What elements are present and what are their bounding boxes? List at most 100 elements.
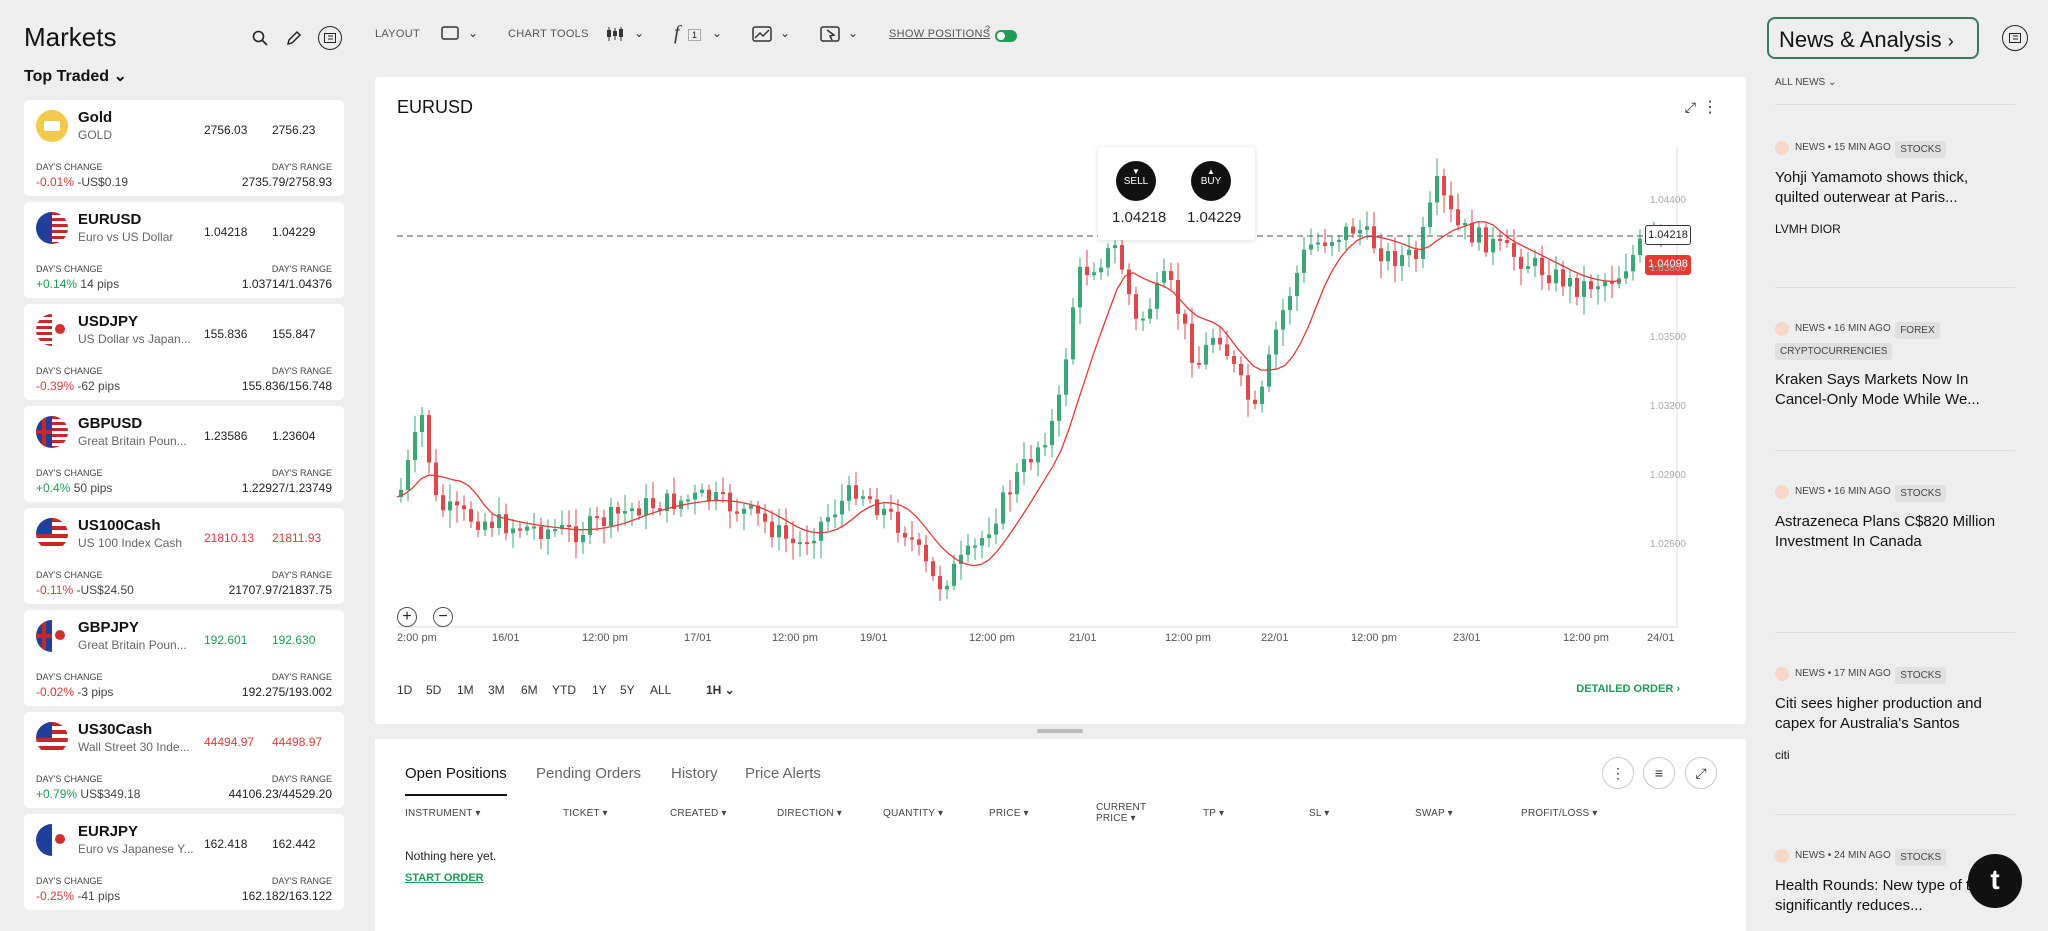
news-item[interactable]: NEWS • 17 MIN AGO STOCKS Citi sees higher… [1775, 663, 2015, 762]
news-tag[interactable]: FOREX [1895, 322, 1940, 339]
layout-icon[interactable] [441, 26, 459, 45]
news-title[interactable]: Health Rounds: New type of thinner signi… [1775, 877, 2012, 914]
bid-price[interactable]: 21810.13 [204, 531, 255, 545]
tab-open-positions[interactable]: Open Positions [405, 765, 507, 796]
instrument-card[interactable]: USDJPY US Dollar vs Japan... 155.836 155.84… [24, 304, 344, 400]
ask-price[interactable]: 192.630 [272, 633, 316, 647]
column-header[interactable]: SL ▾ [1309, 808, 1329, 819]
cursor-icon[interactable] [820, 26, 840, 47]
range-button-1d[interactable]: 1D [397, 683, 413, 697]
tab-price-alerts[interactable]: Price Alerts [745, 765, 821, 782]
chat-fab-button[interactable]: t [1968, 854, 2022, 908]
detailed-order-link[interactable]: DETAILED ORDER › [1576, 683, 1680, 695]
range-button-3m[interactable]: 3M [488, 683, 505, 697]
bid-price[interactable]: 162.418 [204, 837, 248, 851]
column-header[interactable]: QUANTITY ▾ [883, 808, 943, 819]
column-header[interactable]: INSTRUMENT ▾ [405, 808, 481, 819]
search-icon[interactable] [248, 26, 272, 50]
price-chart[interactable] [375, 77, 1746, 677]
news-tag[interactable]: STOCKS [1895, 667, 1947, 684]
range-button-6m[interactable]: 6M [521, 683, 538, 697]
tab-history[interactable]: History [671, 765, 718, 782]
column-header[interactable]: CURRENT PRICE ▾ [1096, 802, 1156, 824]
news-tag[interactable]: STOCKS [1895, 141, 1947, 158]
chevron-down-icon[interactable]: ⌄ [780, 26, 791, 40]
help-icon[interactable]: ? [985, 24, 991, 34]
column-header[interactable]: PRICE ▾ [989, 808, 1029, 819]
news-item[interactable]: NEWS • 16 MIN AGO STOCKS Astrazeneca Plan… [1775, 481, 2015, 552]
bid-price[interactable]: 1.23586 [204, 429, 248, 443]
all-news-dropdown[interactable]: ALL NEWS ⌄ [1775, 77, 1837, 88]
ask-price[interactable]: 1.23604 [272, 429, 316, 443]
range-button-1y[interactable]: 1Y [592, 683, 607, 697]
zoom-in-button[interactable]: + [397, 607, 417, 627]
bid-price[interactable]: 155.836 [204, 327, 248, 341]
tab-pending-orders[interactable]: Pending Orders [536, 765, 642, 782]
chevron-down-icon[interactable]: ⌄ [634, 26, 645, 40]
layout-button[interactable]: LAYOUT [375, 28, 420, 40]
chart-type-icon[interactable] [752, 26, 772, 47]
column-header[interactable]: TICKET ▾ [563, 808, 608, 819]
expand-icon[interactable]: ⤢ [1685, 757, 1717, 789]
expand-icon[interactable]: ⤢ [1684, 99, 1696, 115]
buy-button[interactable]: ▲ BUY [1191, 161, 1231, 201]
instrument-card[interactable]: Gold GOLD 2756.03 2756.23 DAY'S CHANGE DAY'S … [24, 100, 344, 196]
bid-price[interactable]: 192.601 [204, 633, 248, 647]
sell-button[interactable]: ▼ SELL [1116, 161, 1156, 201]
instrument-card[interactable]: GBPUSD Great Britain Poun... 1.23586 1.2360… [24, 406, 344, 502]
chevron-down-icon[interactable]: ⌄ [712, 26, 723, 40]
range-button-ytd[interactable]: YTD [552, 683, 576, 697]
range-button-all[interactable]: ALL [650, 683, 672, 697]
filter-settings-icon[interactable]: ≡ [1643, 757, 1675, 789]
instrument-card[interactable]: GBPJPY Great Britain Poun... 192.601 192.63… [24, 610, 344, 706]
column-header[interactable]: SWAP ▾ [1415, 808, 1453, 819]
news-item[interactable]: NEWS • 16 MIN AGO FOREXCRYPTOCURRENCIES K… [1775, 318, 2015, 410]
news-title[interactable]: Yohji Yamamoto shows thick, quilted oute… [1775, 169, 1969, 206]
bid-price[interactable]: 44494.97 [204, 735, 255, 749]
ask-price[interactable]: 2756.23 [272, 123, 316, 137]
zoom-out-button[interactable]: − [433, 607, 453, 627]
ask-price[interactable]: 155.847 [272, 327, 316, 341]
resize-handle[interactable] [1037, 729, 1083, 733]
chart-tools-button[interactable]: CHART TOOLS [508, 28, 589, 40]
panel-toggle-icon[interactable] [318, 26, 342, 50]
range-button-5d[interactable]: 5D [426, 683, 442, 697]
instrument-card[interactable]: US100Cash US 100 Index Cash 21810.13 21811.… [24, 508, 344, 604]
ask-price[interactable]: 21811.93 [272, 531, 322, 545]
show-positions-toggle[interactable] [995, 30, 1017, 42]
instrument-card[interactable]: EURUSD Euro vs US Dollar 1.04218 1.04229 DAY… [24, 202, 344, 298]
news-title[interactable]: Kraken Says Markets Now In Cancel-Only M… [1775, 371, 1980, 408]
news-title[interactable]: Citi sees higher production and capex fo… [1775, 695, 1982, 732]
panel-toggle-icon[interactable] [2002, 25, 2028, 51]
show-positions-label[interactable]: SHOW POSITIONS [889, 28, 991, 40]
bid-price[interactable]: 1.04218 [204, 225, 248, 239]
column-header[interactable]: CREATED ▾ [670, 808, 727, 819]
ask-price[interactable]: 162.442 [272, 837, 316, 851]
ask-price[interactable]: 1.04229 [272, 225, 316, 239]
news-tag[interactable]: CRYPTOCURRENCIES [1775, 343, 1893, 360]
column-header[interactable]: PROFIT/LOSS ▾ [1521, 808, 1598, 819]
news-item[interactable]: NEWS • 15 MIN AGO STOCKS Yohji Yamamoto s… [1775, 137, 2015, 236]
column-header[interactable]: DIRECTION ▾ [777, 808, 842, 819]
top-traded-dropdown[interactable]: Top Traded ⌄ [24, 66, 127, 86]
range-button-5y[interactable]: 5Y [620, 683, 635, 697]
bid-price[interactable]: 2756.03 [204, 123, 248, 137]
candlestick-icon[interactable] [606, 26, 624, 47]
news-analysis-button[interactable]: News & Analysis › [1767, 17, 1979, 59]
chevron-down-icon[interactable]: ⌄ [848, 26, 859, 40]
more-options-icon[interactable]: ⋮ [1702, 99, 1718, 116]
start-order-link[interactable]: START ORDER [405, 872, 484, 884]
function-icon[interactable]: f [674, 22, 680, 44]
news-item[interactable]: NEWS • 24 MIN AGO STOCKS Health Rounds: N… [1775, 845, 2015, 916]
instrument-card[interactable]: EURJPY Euro vs Japanese Y... 162.418 162.44… [24, 814, 344, 910]
ask-price[interactable]: 44498.97 [272, 735, 323, 749]
instrument-card[interactable]: US30Cash Wall Street 30 Inde... 44494.97 44… [24, 712, 344, 808]
range-button-1m[interactable]: 1M [457, 683, 474, 697]
news-tag[interactable]: STOCKS [1895, 849, 1947, 866]
chevron-down-icon[interactable]: ⌄ [468, 26, 479, 40]
news-title[interactable]: Astrazeneca Plans C$820 Million Investme… [1775, 513, 1996, 550]
news-tag[interactable]: STOCKS [1895, 485, 1947, 502]
interval-dropdown[interactable]: 1H ⌄ [706, 683, 735, 697]
edit-icon[interactable] [282, 26, 306, 50]
more-options-icon[interactable]: ⋮ [1602, 757, 1634, 789]
